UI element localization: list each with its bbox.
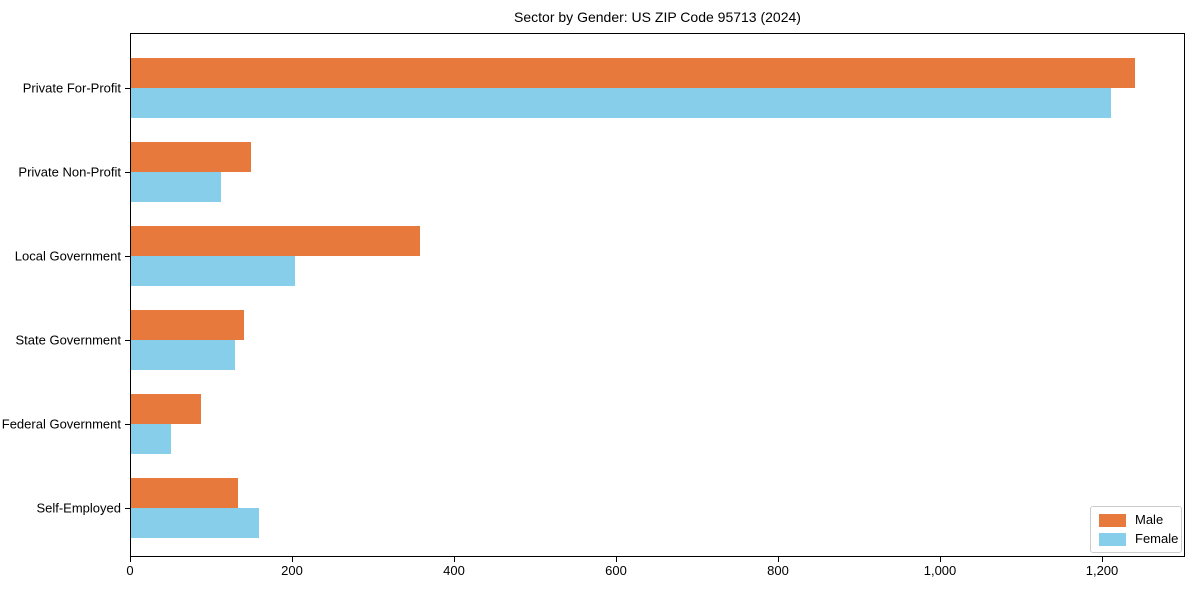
x-tick-label-600: 600	[605, 563, 627, 578]
legend-label-male: Male	[1135, 512, 1164, 527]
bar-female-private-non-profit	[131, 172, 221, 202]
x-tick-mark	[1102, 557, 1103, 562]
bar-male-state-government	[131, 310, 244, 340]
x-tick-label-200: 200	[281, 563, 303, 578]
x-tick-label-1200: 1,200	[1085, 563, 1119, 578]
y-tick-mark	[125, 172, 130, 173]
x-tick-mark	[616, 557, 617, 562]
y-tick-mark	[125, 424, 130, 425]
y-tick-mark	[125, 256, 130, 257]
bar-male-private-for-profit	[131, 58, 1136, 88]
x-tick-mark	[292, 557, 293, 562]
y-tick-label-self-employed: Self-Employed	[36, 500, 121, 516]
bar-female-state-government	[131, 340, 236, 370]
y-tick-mark	[125, 88, 130, 89]
x-tick-mark	[130, 557, 131, 562]
legend-item-male: Male	[1099, 513, 1173, 527]
bar-male-local-government	[131, 226, 421, 256]
bar-female-federal-government	[131, 424, 171, 454]
x-tick-label-0: 0	[126, 563, 134, 578]
y-tick-mark	[125, 340, 130, 341]
bar-male-self-employed	[131, 478, 238, 508]
bar-female-self-employed	[131, 508, 259, 538]
legend-label-female: Female	[1135, 531, 1179, 546]
legend-item-female: Female	[1099, 532, 1178, 546]
y-tick-mark	[125, 508, 130, 509]
x-tick-label-400: 400	[443, 563, 465, 578]
x-tick-mark	[940, 557, 941, 562]
bar-male-private-non-profit	[131, 142, 251, 172]
x-tick-label-800: 800	[767, 563, 789, 578]
y-tick-label-federal-government: Federal Government	[1, 416, 121, 432]
chart-title: Sector by Gender: US ZIP Code 95713 (202…	[514, 9, 801, 25]
bar-male-federal-government	[131, 394, 202, 424]
legend-swatch-female	[1099, 532, 1126, 546]
x-tick-mark	[778, 557, 779, 562]
x-tick-mark	[454, 557, 455, 562]
legend-swatch-male	[1099, 513, 1126, 527]
bar-female-local-government	[131, 256, 296, 286]
y-tick-label-local-government: Local Government	[14, 248, 121, 264]
plot-area	[130, 33, 1185, 557]
x-tick-label-1000: 1,000	[923, 563, 957, 578]
bar-female-private-for-profit	[131, 88, 1112, 118]
y-tick-label-private-non-profit: Private Non-Profit	[18, 164, 121, 180]
y-tick-label-state-government: State Government	[15, 332, 122, 348]
y-tick-label-private-for-profit: Private For-Profit	[22, 80, 121, 96]
legend: Male Female	[1090, 506, 1182, 553]
